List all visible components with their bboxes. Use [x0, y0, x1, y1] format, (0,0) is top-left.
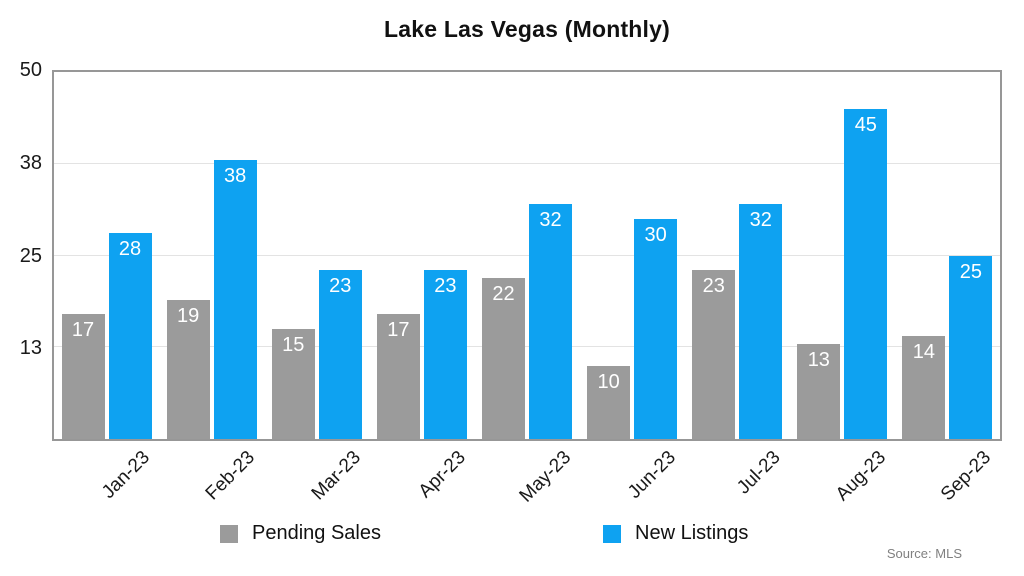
legend: Pending Sales New Listings [0, 522, 1024, 546]
x-tick-label: Feb-23 [202, 447, 260, 505]
pending-sales-bar-jul-23: 23 [692, 270, 736, 439]
bar-value-label: 10 [597, 370, 620, 393]
y-tick-label: 13 [19, 337, 42, 360]
bar-group-apr-23: 17 23 Apr-23 [369, 72, 474, 502]
legend-swatch [220, 524, 238, 543]
bar-value-label: 32 [539, 209, 562, 232]
pending-sales-bar-jan-23: 17 [61, 314, 105, 439]
x-tick-label: Jul-23 [733, 447, 786, 499]
y-tick-label: 25 [19, 244, 42, 267]
bar-group-may-23: 22 32 May-23 [474, 72, 579, 507]
new-listings-bar-jul-23: 32 [739, 204, 783, 439]
bar-value-label: 25 [959, 260, 983, 283]
bar-value-label: 23 [434, 275, 457, 298]
x-tick-label: Apr-23 [414, 447, 470, 503]
bar-group-jul-23: 23 32 Jul-23 [685, 72, 790, 498]
bar-value-label: 17 [387, 319, 410, 342]
bar-pair: 13 45 [797, 72, 888, 439]
x-tick-label: Jun-23 [624, 447, 680, 503]
new-listings-bar-jun-23: 30 [634, 218, 678, 439]
bar-value-label: 13 [807, 348, 830, 371]
legend-swatch [603, 524, 621, 543]
bar-pair: 23 32 [692, 72, 783, 439]
new-listings-bar-feb-23: 38 [213, 160, 257, 439]
source-note: Source: MLS [886, 546, 962, 561]
new-listings-bar-mar-23: 23 [318, 270, 362, 439]
bar-value-label: 32 [749, 209, 772, 232]
y-tick-label: 38 [19, 151, 42, 174]
bar-value-label: 15 [282, 333, 305, 356]
legend-label: New Listings [635, 522, 749, 544]
legend-item-new-listings: New Listings [603, 522, 748, 545]
new-listings-bar-sep-23: 25 [949, 255, 993, 439]
pending-sales-bar-jun-23: 10 [587, 365, 631, 439]
bar-pair: 22 32 [481, 72, 572, 439]
gridline [54, 162, 1000, 164]
bar-group-sep-23: 14 25 Sep-23 [895, 72, 1000, 505]
y-axis: 50 38 25 13 [0, 59, 44, 441]
bar-pair: 19 38 [166, 72, 257, 439]
pending-sales-bar-aug-23: 13 [797, 343, 841, 439]
bar-group-feb-23: 19 38 Feb-23 [159, 72, 264, 504]
legend-label: Pending Sales [252, 522, 381, 544]
new-listings-bar-apr-23: 23 [423, 270, 467, 439]
pending-sales-bar-feb-23: 19 [166, 299, 210, 439]
pending-sales-bar-may-23: 22 [481, 277, 525, 439]
x-tick-label: Mar-23 [307, 447, 365, 505]
bar-value-label: 22 [492, 282, 515, 305]
pending-sales-bar-sep-23: 14 [902, 336, 946, 439]
chart-title: Lake Las Vegas (Monthly) [384, 16, 670, 42]
bar-group-aug-23: 13 45 Aug-23 [790, 72, 895, 505]
bar-value-label: 17 [71, 319, 95, 342]
x-tick-label: Sep-23 [937, 447, 996, 506]
bar-value-label: 14 [912, 341, 936, 364]
bar-value-label: 23 [702, 275, 725, 298]
legend-item-pending-sales: Pending Sales [220, 522, 381, 545]
bar-value-label: 28 [118, 238, 142, 261]
bar-groups: 17 28 Jan-23 19 38 Feb-23 15 23 Mar-23 17 23 Apr-23… [54, 72, 1000, 507]
bar-pair: 17 23 [376, 72, 467, 439]
bar-pair: 15 23 [271, 72, 362, 439]
x-tick-label: Jan-23 [98, 447, 155, 503]
gridline [54, 346, 1000, 348]
pending-sales-bar-mar-23: 15 [271, 328, 315, 439]
x-tick-label: May-23 [515, 447, 575, 507]
x-tick-label: Aug-23 [831, 447, 891, 506]
bar-value-label: 23 [329, 275, 352, 298]
gridline [54, 254, 1000, 256]
new-listings-bar-may-23: 32 [528, 204, 572, 439]
bar-group-jun-23: 10 30 Jun-23 [580, 72, 685, 503]
bar-value-label: 19 [177, 304, 200, 327]
bar-value-label: 30 [644, 223, 667, 246]
bar-value-label: 45 [854, 113, 877, 136]
new-listings-bar-jan-23: 28 [108, 233, 152, 439]
bar-group-jan-23: 17 28 Jan-23 [54, 72, 159, 503]
y-tick-label: 50 [19, 59, 42, 81]
pending-sales-bar-apr-23: 17 [376, 314, 420, 439]
bar-pair: 14 25 [902, 72, 993, 439]
bar-value-label: 38 [224, 165, 247, 188]
new-listings-bar-aug-23: 45 [844, 108, 888, 439]
bar-group-mar-23: 15 23 Mar-23 [264, 72, 369, 504]
plot-area: 17 28 Jan-23 19 38 Feb-23 15 23 Mar-23 17 23 Apr-23… [52, 70, 1002, 507]
bar-pair: 17 28 [61, 72, 152, 439]
bar-pair: 10 30 [587, 72, 678, 439]
